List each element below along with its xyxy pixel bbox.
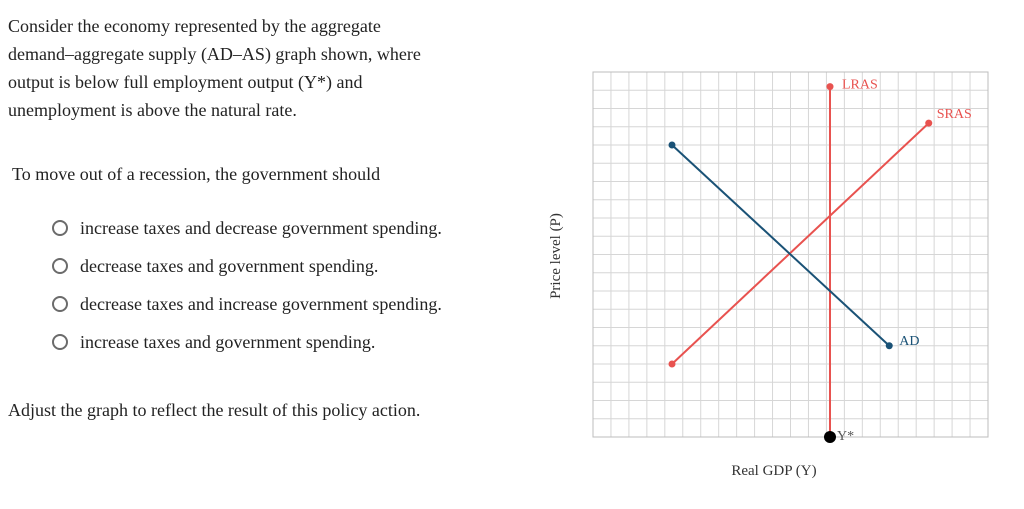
- prompt-line-3: output is below full employment output (…: [8, 72, 363, 92]
- lras-label: LRAS: [842, 78, 878, 93]
- prompt-line-2: demand–aggregate supply (AD–AS) graph sh…: [8, 44, 421, 64]
- option-1[interactable]: increase taxes and decrease government s…: [52, 209, 442, 247]
- question-text: To move out of a recession, the governme…: [12, 164, 381, 184]
- option-2[interactable]: decrease taxes and government spending.: [52, 247, 442, 285]
- graph-grid: [592, 71, 989, 438]
- option-4[interactable]: increase taxes and government spending.: [52, 323, 442, 361]
- prompt-text: Consider the economy represented by the …: [8, 12, 488, 124]
- sras-handle-1[interactable]: [668, 360, 676, 368]
- prompt-line-4: unemployment is above the natural rate.: [8, 100, 297, 120]
- y-axis-label: Price level (P): [548, 213, 564, 299]
- ad-handle-1[interactable]: [668, 141, 676, 149]
- instruction-text: Adjust the graph to reflect the result o…: [8, 400, 421, 420]
- lras-handle-1[interactable]: [826, 83, 834, 91]
- option-3-label: decrease taxes and increase government s…: [80, 293, 442, 314]
- radio-button-3[interactable]: [52, 296, 68, 312]
- option-3[interactable]: decrease taxes and increase government s…: [52, 285, 442, 323]
- option-2-label: decrease taxes and government spending.: [80, 255, 379, 276]
- ad-label: AD: [899, 334, 919, 349]
- graph-frame: [592, 71, 989, 438]
- ad-curve[interactable]: [671, 144, 890, 347]
- graph-curves[interactable]: LRAS SRAS AD Y*: [668, 78, 972, 444]
- y-star-label: Y*: [837, 429, 854, 444]
- answer-options: increase taxes and decrease government s…: [52, 209, 442, 361]
- option-4-label: increase taxes and government spending.: [80, 331, 376, 352]
- radio-button-4[interactable]: [52, 334, 68, 350]
- y-star-marker[interactable]: [824, 431, 836, 443]
- x-axis-label: Real GDP (Y): [731, 463, 816, 479]
- sras-handle-2[interactable]: [925, 119, 933, 127]
- radio-button-2[interactable]: [52, 258, 68, 274]
- radio-button-1[interactable]: [52, 220, 68, 236]
- option-1-label: increase taxes and decrease government s…: [80, 217, 442, 238]
- ad-handle-2[interactable]: [885, 342, 893, 350]
- sras-label: SRAS: [937, 107, 972, 122]
- prompt-line-1: Consider the economy represented by the …: [8, 16, 381, 36]
- sras-curve[interactable]: [671, 122, 930, 365]
